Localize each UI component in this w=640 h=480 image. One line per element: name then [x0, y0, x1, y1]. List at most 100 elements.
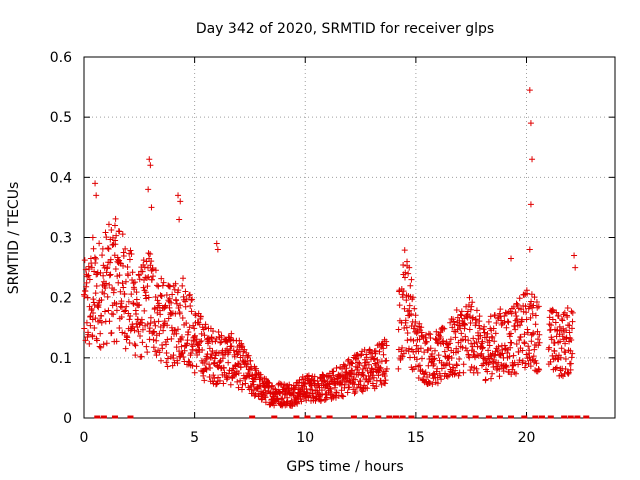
data-point: [410, 337, 417, 344]
data-point: [101, 290, 108, 297]
data-point: [523, 309, 530, 316]
data-point: [441, 348, 448, 355]
data-point: [396, 302, 403, 309]
data-point: [514, 319, 521, 326]
data-point: [122, 245, 129, 252]
data-point: [557, 338, 564, 345]
data-point: [481, 323, 488, 330]
data-point: [399, 344, 406, 351]
data-point: [128, 291, 135, 298]
data-point: [147, 250, 154, 257]
x-axis-label: GPS time / hours: [286, 459, 403, 475]
data-point: [87, 322, 94, 329]
data-point: [83, 283, 90, 290]
data-point: [547, 358, 554, 365]
data-point: [113, 338, 120, 345]
data-point: [568, 308, 575, 315]
data-point: [368, 365, 375, 372]
data-point: [359, 388, 366, 395]
data-point: [442, 370, 449, 377]
data-point: [310, 377, 317, 384]
data-point: [533, 360, 540, 367]
y-tick-label: 0.6: [50, 50, 72, 66]
data-point: [151, 328, 158, 335]
data-point: [106, 318, 113, 325]
data-point: [214, 363, 221, 370]
data-point: [146, 325, 153, 332]
data-point: [404, 337, 411, 344]
data-point: [425, 330, 432, 337]
data-point: [476, 325, 483, 332]
data-point: [217, 339, 224, 346]
data-point: [421, 349, 428, 356]
data-point: [206, 374, 213, 381]
data-point: [395, 365, 402, 372]
data-point: [244, 361, 251, 368]
data-point: [98, 297, 105, 304]
data-point: [319, 391, 326, 398]
data-point: [411, 305, 418, 312]
data-point: [555, 313, 562, 320]
data-point: [235, 349, 242, 356]
data-point: [93, 283, 100, 290]
data-point: [247, 357, 254, 364]
data-point: [166, 295, 173, 302]
data-point: [478, 350, 485, 357]
data-point: [429, 351, 436, 358]
data-point: [483, 334, 490, 341]
data-point: [90, 296, 97, 303]
data-point: [473, 319, 480, 326]
data-point: [399, 294, 406, 301]
data-point: [162, 302, 169, 309]
data-point: [311, 373, 318, 380]
data-point: [364, 385, 371, 392]
data-point: [202, 324, 209, 331]
data-point: [119, 329, 126, 336]
data-point: [122, 278, 129, 285]
data-point: [118, 298, 125, 305]
data-point: [82, 288, 89, 295]
data-point: [525, 343, 532, 350]
data-point: [242, 380, 249, 387]
data-point: [523, 316, 530, 323]
data-point: [84, 273, 91, 280]
data-point: [148, 204, 155, 211]
data-point: [528, 291, 535, 298]
y-tick-label: 0.1: [50, 351, 72, 367]
data-point: [131, 327, 138, 334]
data-point: [413, 330, 420, 337]
data-point: [104, 245, 111, 252]
data-point: [176, 310, 183, 317]
data-point: [323, 394, 330, 401]
data-point: [415, 374, 422, 381]
data-point: [172, 327, 179, 334]
data-point: [103, 280, 110, 287]
data-point: [155, 283, 162, 290]
data-point: [224, 345, 231, 352]
data-point: [479, 345, 486, 352]
data-point: [116, 228, 123, 235]
data-point: [245, 352, 252, 359]
data-point: [114, 256, 121, 263]
data-point: [129, 269, 136, 276]
data-point: [94, 303, 101, 310]
data-point: [476, 318, 483, 325]
data-point: [556, 323, 563, 330]
data-point: [191, 332, 198, 339]
x-tick-label: 0: [80, 430, 89, 446]
data-point: [164, 322, 171, 329]
data-point: [127, 247, 134, 254]
data-point: [501, 312, 508, 319]
data-point: [287, 390, 294, 397]
data-point: [535, 342, 542, 349]
data-point: [102, 285, 109, 292]
data-point: [179, 282, 186, 289]
data-point: [382, 380, 389, 387]
data-point: [127, 313, 134, 320]
data-point: [132, 342, 139, 349]
data-point: [103, 269, 110, 276]
data-point: [491, 312, 498, 319]
data-point: [532, 321, 539, 328]
data-point: [408, 311, 415, 318]
data-point: [189, 343, 196, 350]
